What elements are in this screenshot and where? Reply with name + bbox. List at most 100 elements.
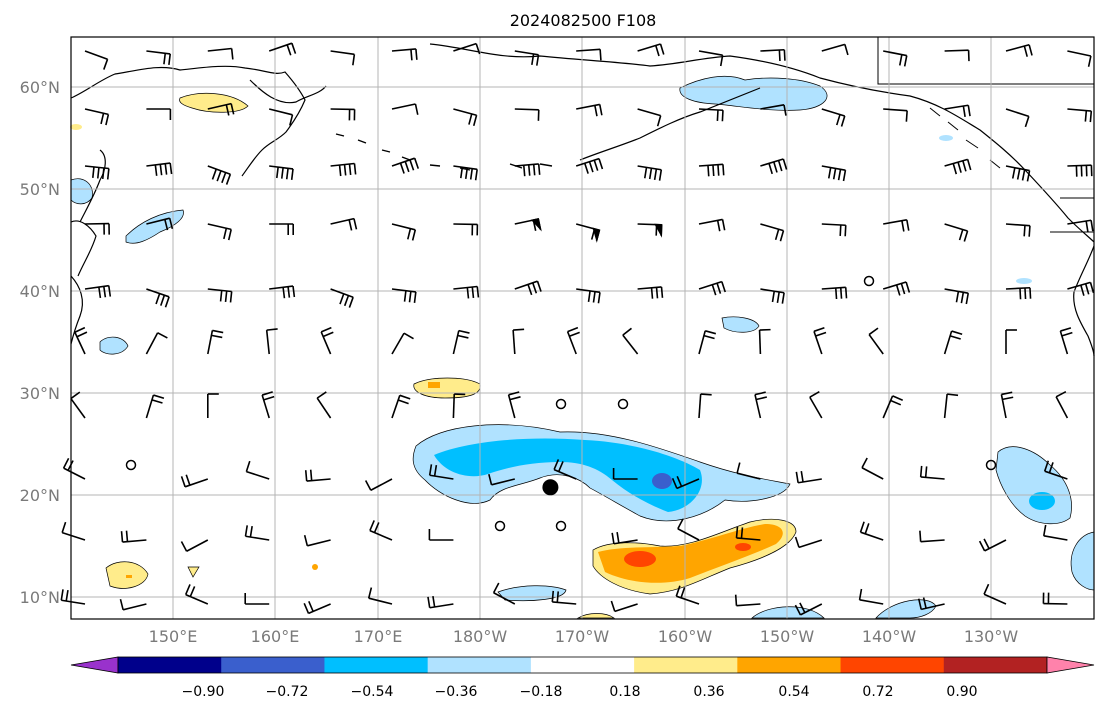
wind-barb <box>821 43 849 56</box>
wind-barb <box>391 288 417 303</box>
wind-barb <box>576 103 603 117</box>
wind-barb <box>622 327 639 355</box>
wind-barb <box>1055 390 1069 419</box>
colorbar-cell <box>221 657 325 673</box>
wind-barb <box>146 50 172 65</box>
lon-label: 180°W <box>453 627 508 646</box>
wind-barb <box>809 391 823 419</box>
wind-barb <box>758 328 771 355</box>
wind-barb <box>675 585 700 605</box>
wind-barb <box>367 587 393 605</box>
wind-barb <box>637 223 663 238</box>
wind-barb <box>84 222 110 235</box>
wind-barb <box>452 329 470 355</box>
wind-barb <box>316 391 332 419</box>
field-negative-east-core <box>1029 492 1055 510</box>
wind-barb <box>514 280 542 296</box>
wind-barb <box>391 48 418 61</box>
wind-barb <box>207 102 235 116</box>
wind-barb <box>453 285 480 299</box>
wind-barb <box>84 108 110 126</box>
colorbar-cell <box>427 657 532 673</box>
wind-barb <box>119 598 147 611</box>
wind-barb <box>821 108 846 127</box>
lat-label: 40°N <box>20 282 60 301</box>
wind-barb <box>944 288 970 305</box>
wind-barb <box>698 330 717 355</box>
calm-circle <box>617 398 629 410</box>
field-positive-small-5 <box>70 124 82 130</box>
wind-barb <box>760 48 786 62</box>
wind-barb <box>795 470 822 484</box>
wind-barb <box>978 538 1007 552</box>
wind-barb <box>575 223 601 243</box>
lat-label: 50°N <box>20 180 60 199</box>
field-negative-small-west <box>99 336 129 355</box>
lon-label: 150°W <box>760 627 815 646</box>
coast-sakhalin <box>79 149 106 223</box>
latitude-labels: 60°N 50°N 40°N 30°N 20°N 10°N <box>20 78 60 607</box>
calm-wind-circles <box>125 275 997 532</box>
lat-label: 60°N <box>20 78 60 97</box>
wind-barb <box>207 223 232 241</box>
wind-barb <box>671 475 700 490</box>
wind-barb <box>858 588 884 605</box>
wind-barb <box>74 326 88 355</box>
wind-barb <box>637 43 665 57</box>
wind-barb <box>391 223 417 241</box>
field-negative-south-2 <box>751 606 825 619</box>
wind-barb <box>303 534 331 547</box>
wind-barb <box>453 165 478 181</box>
wind-barb <box>391 394 411 419</box>
wind-barb <box>261 391 275 419</box>
wind-barb <box>677 518 700 541</box>
field-positive-north-pacific-core <box>428 382 440 388</box>
field-negative-alaska <box>679 75 828 111</box>
wind-barb <box>760 158 788 175</box>
wind-barb <box>330 162 357 177</box>
wind-barb <box>760 223 785 242</box>
wind-barb <box>1042 592 1068 605</box>
coast-japan <box>70 275 83 345</box>
colorbar-label: −0.18 <box>520 684 563 700</box>
wind-barb <box>698 163 725 177</box>
wind-barb <box>883 108 908 122</box>
wind-barb <box>736 462 761 480</box>
wind-barb <box>813 326 827 355</box>
wind-barb <box>1059 327 1073 355</box>
colorbar-label: −0.54 <box>351 684 394 700</box>
wind-barb <box>180 539 209 552</box>
colorbar-label: −0.72 <box>266 684 309 700</box>
lon-label: 140°W <box>862 627 917 646</box>
wind-barb <box>207 393 219 418</box>
wind-barb <box>364 478 393 491</box>
wind-barb <box>1005 329 1017 354</box>
wind-barb <box>944 104 971 118</box>
wind-barb <box>637 165 663 181</box>
wind-barb <box>637 286 664 299</box>
wind-barb <box>330 108 356 121</box>
field-negative-coast <box>1016 278 1032 284</box>
wind-barb <box>512 328 525 355</box>
wind-barb <box>514 50 540 66</box>
wind-barb <box>207 288 233 303</box>
wind-barb <box>868 327 884 355</box>
calm-circle <box>494 520 506 532</box>
wind-barb <box>514 163 541 177</box>
field-negative-small-mid <box>721 316 760 333</box>
wind-barb <box>1067 281 1095 296</box>
wind-barb <box>821 223 847 237</box>
wind-barb <box>84 50 109 70</box>
field-negative-strong <box>652 473 672 489</box>
wind-barb <box>754 391 768 419</box>
wind-barbs <box>60 42 1095 616</box>
wind-barb <box>698 393 712 419</box>
wind-barb <box>760 288 785 304</box>
wind-barb <box>146 108 172 120</box>
coast-bc-islands <box>929 107 1001 169</box>
wind-barb <box>821 165 847 182</box>
coast-north-america <box>1073 245 1095 357</box>
wind-barb <box>514 108 540 121</box>
wind-barb <box>453 223 479 236</box>
calm-circle <box>125 459 137 471</box>
